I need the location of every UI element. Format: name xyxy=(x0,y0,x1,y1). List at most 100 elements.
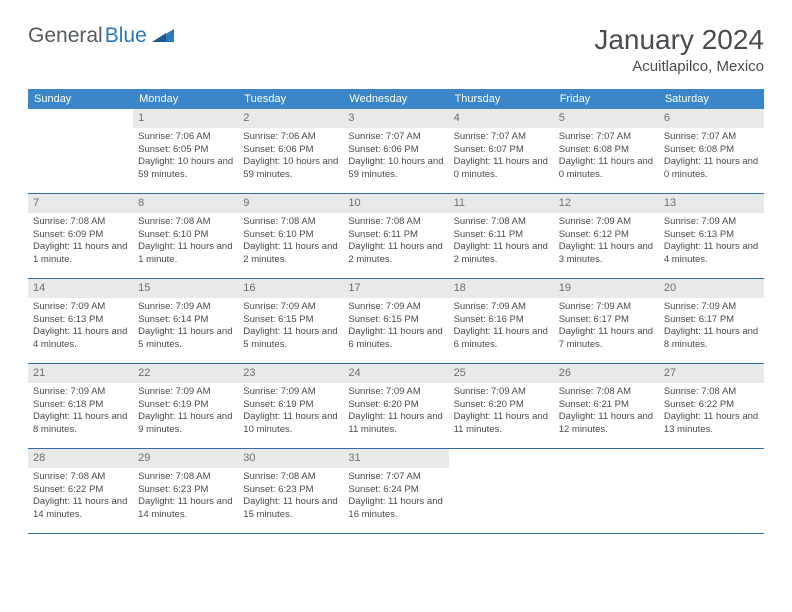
day-cell: 25Sunrise: 7:09 AMSunset: 6:20 PMDayligh… xyxy=(449,364,554,448)
daylight-line: Daylight: 11 hours and 1 minute. xyxy=(33,241,128,267)
daylight-line: Daylight: 11 hours and 5 minutes. xyxy=(243,326,338,352)
sunrise-line: Sunrise: 7:09 AM xyxy=(559,216,654,229)
daylight-line: Daylight: 11 hours and 7 minutes. xyxy=(559,326,654,352)
day-of-week-header: Saturday xyxy=(659,89,764,109)
daylight-line: Daylight: 11 hours and 2 minutes. xyxy=(454,241,549,267)
day-cell: 24Sunrise: 7:09 AMSunset: 6:20 PMDayligh… xyxy=(343,364,448,448)
sunrise-line: Sunrise: 7:08 AM xyxy=(243,216,338,229)
sunrise-line: Sunrise: 7:09 AM xyxy=(454,386,549,399)
sunset-line: Sunset: 6:08 PM xyxy=(664,144,759,157)
daylight-line: Daylight: 11 hours and 6 minutes. xyxy=(454,326,549,352)
day-of-week-header: Sunday xyxy=(28,89,133,109)
day-of-week-header: Monday xyxy=(133,89,238,109)
sunset-line: Sunset: 6:18 PM xyxy=(33,399,128,412)
sunrise-line: Sunrise: 7:08 AM xyxy=(243,471,338,484)
daylight-line: Daylight: 11 hours and 8 minutes. xyxy=(33,411,128,437)
day-of-week-header: Tuesday xyxy=(238,89,343,109)
daylight-line: Daylight: 11 hours and 1 minute. xyxy=(138,241,233,267)
sunrise-line: Sunrise: 7:07 AM xyxy=(454,131,549,144)
daylight-line: Daylight: 11 hours and 3 minutes. xyxy=(559,241,654,267)
day-number: 27 xyxy=(659,364,764,383)
day-cell: 20Sunrise: 7:09 AMSunset: 6:17 PMDayligh… xyxy=(659,279,764,363)
sunrise-line: Sunrise: 7:06 AM xyxy=(138,131,233,144)
sunrise-line: Sunrise: 7:06 AM xyxy=(243,131,338,144)
day-cell: 29Sunrise: 7:08 AMSunset: 6:23 PMDayligh… xyxy=(133,449,238,533)
day-cell: 3Sunrise: 7:07 AMSunset: 6:06 PMDaylight… xyxy=(343,109,448,193)
sunrise-line: Sunrise: 7:09 AM xyxy=(559,301,654,314)
daylight-line: Daylight: 11 hours and 16 minutes. xyxy=(348,496,443,522)
daylight-line: Daylight: 11 hours and 14 minutes. xyxy=(138,496,233,522)
day-number: 19 xyxy=(554,279,659,298)
daylight-line: Daylight: 11 hours and 14 minutes. xyxy=(33,496,128,522)
sunrise-line: Sunrise: 7:08 AM xyxy=(33,471,128,484)
sunrise-line: Sunrise: 7:08 AM xyxy=(138,471,233,484)
day-number: 12 xyxy=(554,194,659,213)
sunrise-line: Sunrise: 7:09 AM xyxy=(243,301,338,314)
daylight-line: Daylight: 10 hours and 59 minutes. xyxy=(138,156,233,182)
sunset-line: Sunset: 6:24 PM xyxy=(348,484,443,497)
day-cell: 21Sunrise: 7:09 AMSunset: 6:18 PMDayligh… xyxy=(28,364,133,448)
sunrise-line: Sunrise: 7:09 AM xyxy=(138,386,233,399)
sunrise-line: Sunrise: 7:09 AM xyxy=(348,301,443,314)
day-cell: 9Sunrise: 7:08 AMSunset: 6:10 PMDaylight… xyxy=(238,194,343,278)
day-cell xyxy=(554,449,659,533)
day-cell: 6 Sunrise: 7:07 AMSunset: 6:08 PMDaylight… xyxy=(659,109,764,193)
daylight-line: Daylight: 11 hours and 11 minutes. xyxy=(348,411,443,437)
daylight-line: Daylight: 11 hours and 10 minutes. xyxy=(243,411,338,437)
day-cell: 19Sunrise: 7:09 AMSunset: 6:17 PMDayligh… xyxy=(554,279,659,363)
day-number: 15 xyxy=(133,279,238,298)
day-cell: 5Sunrise: 7:07 AMSunset: 6:08 PMDaylight… xyxy=(554,109,659,193)
day-cell: 10Sunrise: 7:08 AMSunset: 6:11 PMDayligh… xyxy=(343,194,448,278)
sunset-line: Sunset: 6:21 PM xyxy=(559,399,654,412)
sunset-line: Sunset: 6:15 PM xyxy=(348,314,443,327)
week-row: 14Sunrise: 7:09 AMSunset: 6:13 PMDayligh… xyxy=(28,279,764,364)
sunset-line: Sunset: 6:20 PM xyxy=(454,399,549,412)
day-cell: 14Sunrise: 7:09 AMSunset: 6:13 PMDayligh… xyxy=(28,279,133,363)
day-cell: 18 Sunrise: 7:09 AMSunset: 6:16 PMDayligh… xyxy=(449,279,554,363)
day-number: 31 xyxy=(343,449,448,468)
sunrise-line: Sunrise: 7:08 AM xyxy=(33,216,128,229)
day-number: 11 xyxy=(449,194,554,213)
daylight-line: Daylight: 11 hours and 0 minutes. xyxy=(454,156,549,182)
sunset-line: Sunset: 6:11 PM xyxy=(454,229,549,242)
sunset-line: Sunset: 6:05 PM xyxy=(138,144,233,157)
day-number: 1 xyxy=(133,109,238,128)
day-number: 21 xyxy=(28,364,133,383)
daylight-line: Daylight: 11 hours and 2 minutes. xyxy=(243,241,338,267)
sunset-line: Sunset: 6:23 PM xyxy=(138,484,233,497)
sunset-line: Sunset: 6:15 PM xyxy=(243,314,338,327)
sunrise-line: Sunrise: 7:09 AM xyxy=(138,301,233,314)
sunset-line: Sunset: 6:16 PM xyxy=(454,314,549,327)
day-cell: 28Sunrise: 7:08 AMSunset: 6:22 PMDayligh… xyxy=(28,449,133,533)
day-number: 28 xyxy=(28,449,133,468)
sunrise-line: Sunrise: 7:07 AM xyxy=(348,471,443,484)
day-number: 16 xyxy=(238,279,343,298)
month-title: January 2024 xyxy=(594,24,764,56)
sunrise-line: Sunrise: 7:09 AM xyxy=(33,301,128,314)
daylight-line: Daylight: 11 hours and 5 minutes. xyxy=(138,326,233,352)
sunrise-line: Sunrise: 7:09 AM xyxy=(454,301,549,314)
calendar-grid: SundayMondayTuesdayWednesdayThursdayFrid… xyxy=(28,89,764,534)
daylight-line: Daylight: 11 hours and 2 minutes. xyxy=(348,241,443,267)
sunrise-line: Sunrise: 7:08 AM xyxy=(348,216,443,229)
sunset-line: Sunset: 6:17 PM xyxy=(664,314,759,327)
day-number: 20 xyxy=(659,279,764,298)
day-cell xyxy=(28,109,133,193)
sunrise-line: Sunrise: 7:07 AM xyxy=(664,131,759,144)
sunset-line: Sunset: 6:12 PM xyxy=(559,229,654,242)
day-number: 13 xyxy=(659,194,764,213)
day-cell: 2Sunrise: 7:06 AMSunset: 6:06 PMDaylight… xyxy=(238,109,343,193)
sunrise-line: Sunrise: 7:08 AM xyxy=(664,386,759,399)
sunset-line: Sunset: 6:07 PM xyxy=(454,144,549,157)
daylight-line: Daylight: 11 hours and 4 minutes. xyxy=(664,241,759,267)
sunset-line: Sunset: 6:22 PM xyxy=(664,399,759,412)
day-number: 18 xyxy=(449,279,554,298)
day-number: 6 xyxy=(659,109,764,128)
logo: GeneralBlue xyxy=(28,24,174,48)
day-cell: 11Sunrise: 7:08 AMSunset: 6:11 PMDayligh… xyxy=(449,194,554,278)
daylight-line: Daylight: 11 hours and 0 minutes. xyxy=(664,156,759,182)
sunset-line: Sunset: 6:13 PM xyxy=(33,314,128,327)
location-label: Acuitlapilco, Mexico xyxy=(594,58,764,75)
daylight-line: Daylight: 10 hours and 59 minutes. xyxy=(243,156,338,182)
day-cell: 31 Sunrise: 7:07 AMSunset: 6:24 PMDayligh… xyxy=(343,449,448,533)
